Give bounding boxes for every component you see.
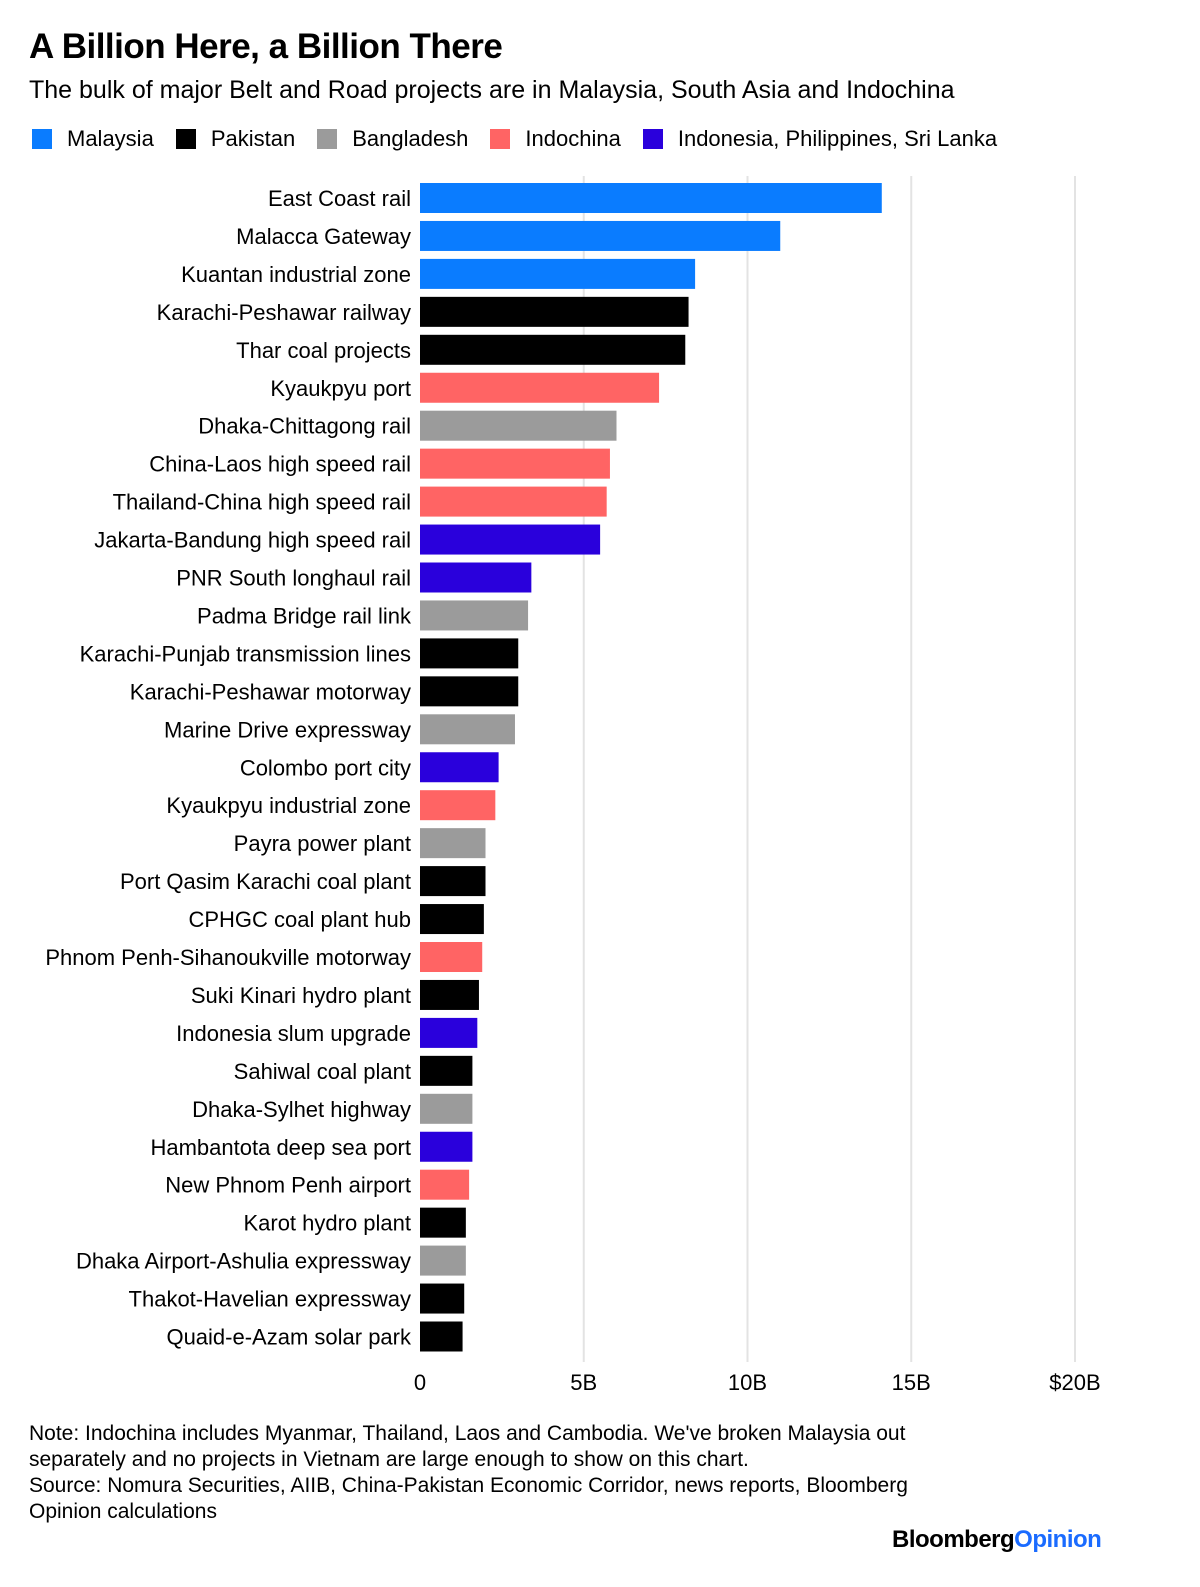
category-label: Indonesia slum upgrade bbox=[176, 1021, 411, 1046]
legend-item-pakistan: Pakistan bbox=[175, 126, 296, 152]
category-label: Colombo port city bbox=[240, 755, 411, 780]
bar bbox=[420, 790, 496, 821]
bar bbox=[420, 676, 519, 707]
bar bbox=[420, 1207, 466, 1238]
legend-item-malaysia: Malaysia bbox=[32, 126, 154, 152]
logo-part-opinion: Opinion bbox=[1014, 1526, 1102, 1553]
legend-swatch bbox=[317, 129, 338, 149]
bar bbox=[420, 220, 781, 251]
category-label: Thailand-China high speed rail bbox=[113, 490, 411, 515]
bar bbox=[420, 979, 479, 1010]
bar bbox=[420, 524, 601, 555]
category-label: Karachi-Punjab transmission lines bbox=[80, 641, 411, 666]
bar bbox=[420, 410, 617, 441]
bar bbox=[420, 334, 686, 365]
category-label: Hambantota deep sea port bbox=[150, 1135, 411, 1160]
category-label: Karachi-Peshawar railway bbox=[157, 300, 411, 325]
x-tick-label: 0 bbox=[414, 1370, 426, 1395]
x-tick-label: 15B bbox=[892, 1370, 931, 1395]
category-label: China-Laos high speed rail bbox=[149, 452, 411, 477]
legend: Malaysia Pakistan Bangladesh Indochina I… bbox=[32, 126, 1019, 152]
legend-label: Malaysia bbox=[67, 126, 154, 151]
category-label: Kuantan industrial zone bbox=[181, 262, 411, 287]
bar bbox=[420, 1169, 470, 1200]
category-label: East Coast rail bbox=[268, 186, 411, 211]
legend-item-indochina: Indochina bbox=[490, 126, 621, 152]
category-label: Kyaukpyu industrial zone bbox=[166, 793, 411, 818]
footnote: Note: Indochina includes Myanmar, Thaila… bbox=[29, 1421, 929, 1525]
category-label: Payra power plant bbox=[234, 831, 411, 856]
category-label: Malacca Gateway bbox=[236, 224, 411, 249]
chart-subtitle: The bulk of major Belt and Road projects… bbox=[29, 76, 955, 104]
bar bbox=[420, 296, 689, 327]
bar bbox=[420, 1321, 463, 1352]
bar bbox=[420, 183, 882, 213]
bar bbox=[420, 258, 696, 289]
bloomberg-opinion-logo: BloombergOpinion bbox=[892, 1526, 1102, 1554]
x-tick-label: 5B bbox=[570, 1370, 597, 1395]
legend-item-bangladesh: Bangladesh bbox=[317, 126, 468, 152]
legend-swatch bbox=[32, 129, 52, 149]
legend-swatch bbox=[175, 129, 196, 149]
category-label: Thar coal projects bbox=[236, 338, 411, 363]
category-label: Dhaka Airport-Ashulia expressway bbox=[76, 1249, 411, 1274]
category-label: Suki Kinari hydro plant bbox=[191, 983, 411, 1008]
category-label: Padma Bridge rail link bbox=[197, 603, 412, 628]
category-label: Kyaukpyu port bbox=[270, 376, 411, 401]
legend-swatch bbox=[490, 129, 511, 149]
source-text: Source: Nomura Securities, AIIB, China-P… bbox=[29, 1474, 908, 1523]
category-label: CPHGC coal plant hub bbox=[188, 907, 411, 932]
legend-item-indonesia-philippines-sri-lanka: Indonesia, Philippines, Sri Lanka bbox=[642, 126, 998, 152]
legend-label: Bangladesh bbox=[352, 126, 469, 151]
bar bbox=[420, 1131, 473, 1162]
bar bbox=[420, 562, 532, 593]
bar bbox=[420, 1283, 465, 1314]
category-label: Marine Drive expressway bbox=[164, 717, 411, 742]
legend-label: Indonesia, Philippines, Sri Lanka bbox=[677, 126, 998, 151]
x-tick-label: 10B bbox=[728, 1370, 767, 1395]
category-label: Port Qasim Karachi coal plant bbox=[120, 869, 411, 894]
bar bbox=[420, 828, 486, 859]
category-label: New Phnom Penh airport bbox=[165, 1173, 411, 1198]
bar bbox=[420, 942, 483, 972]
legend-swatch bbox=[642, 129, 663, 149]
category-label: Jakarta-Bandung high speed rail bbox=[94, 528, 411, 553]
logo-part-bloomberg: Bloomberg bbox=[892, 1526, 1015, 1553]
category-label: Sahiwal coal plant bbox=[234, 1059, 411, 1084]
bar bbox=[420, 904, 484, 935]
note-text: Note: Indochina includes Myanmar, Thaila… bbox=[29, 1422, 906, 1471]
bar bbox=[420, 1093, 473, 1124]
x-tick-label: $20B bbox=[1049, 1370, 1100, 1395]
bar bbox=[420, 714, 515, 745]
legend-label: Pakistan bbox=[210, 126, 296, 151]
category-label: Dhaka-Sylhet highway bbox=[192, 1097, 411, 1122]
category-label: Karachi-Peshawar motorway bbox=[130, 679, 411, 704]
category-label: Karot hydro plant bbox=[243, 1211, 411, 1236]
category-label: Quaid-e-Azam solar park bbox=[166, 1325, 412, 1350]
bar-chart: East Coast rail Malacca Gateway Kuantan in… bbox=[45, 176, 1101, 1395]
bar bbox=[420, 486, 607, 517]
category-label: Thakot-Havelian expressway bbox=[129, 1287, 411, 1312]
chart-title: A Billion Here, a Billion There bbox=[29, 27, 503, 66]
bar bbox=[420, 752, 499, 783]
bar bbox=[420, 600, 529, 631]
bar bbox=[420, 1055, 473, 1086]
bar bbox=[420, 866, 486, 897]
category-label: Dhaka-Chittagong rail bbox=[198, 414, 411, 439]
category-label: Phnom Penh-Sihanoukville motorway bbox=[45, 945, 411, 970]
legend-label: Indochina bbox=[525, 126, 621, 151]
bar bbox=[420, 1245, 466, 1276]
bar bbox=[420, 372, 660, 403]
bar bbox=[420, 448, 610, 479]
bar bbox=[420, 1017, 478, 1048]
bar bbox=[420, 638, 519, 669]
category-label: PNR South longhaul rail bbox=[176, 566, 411, 591]
